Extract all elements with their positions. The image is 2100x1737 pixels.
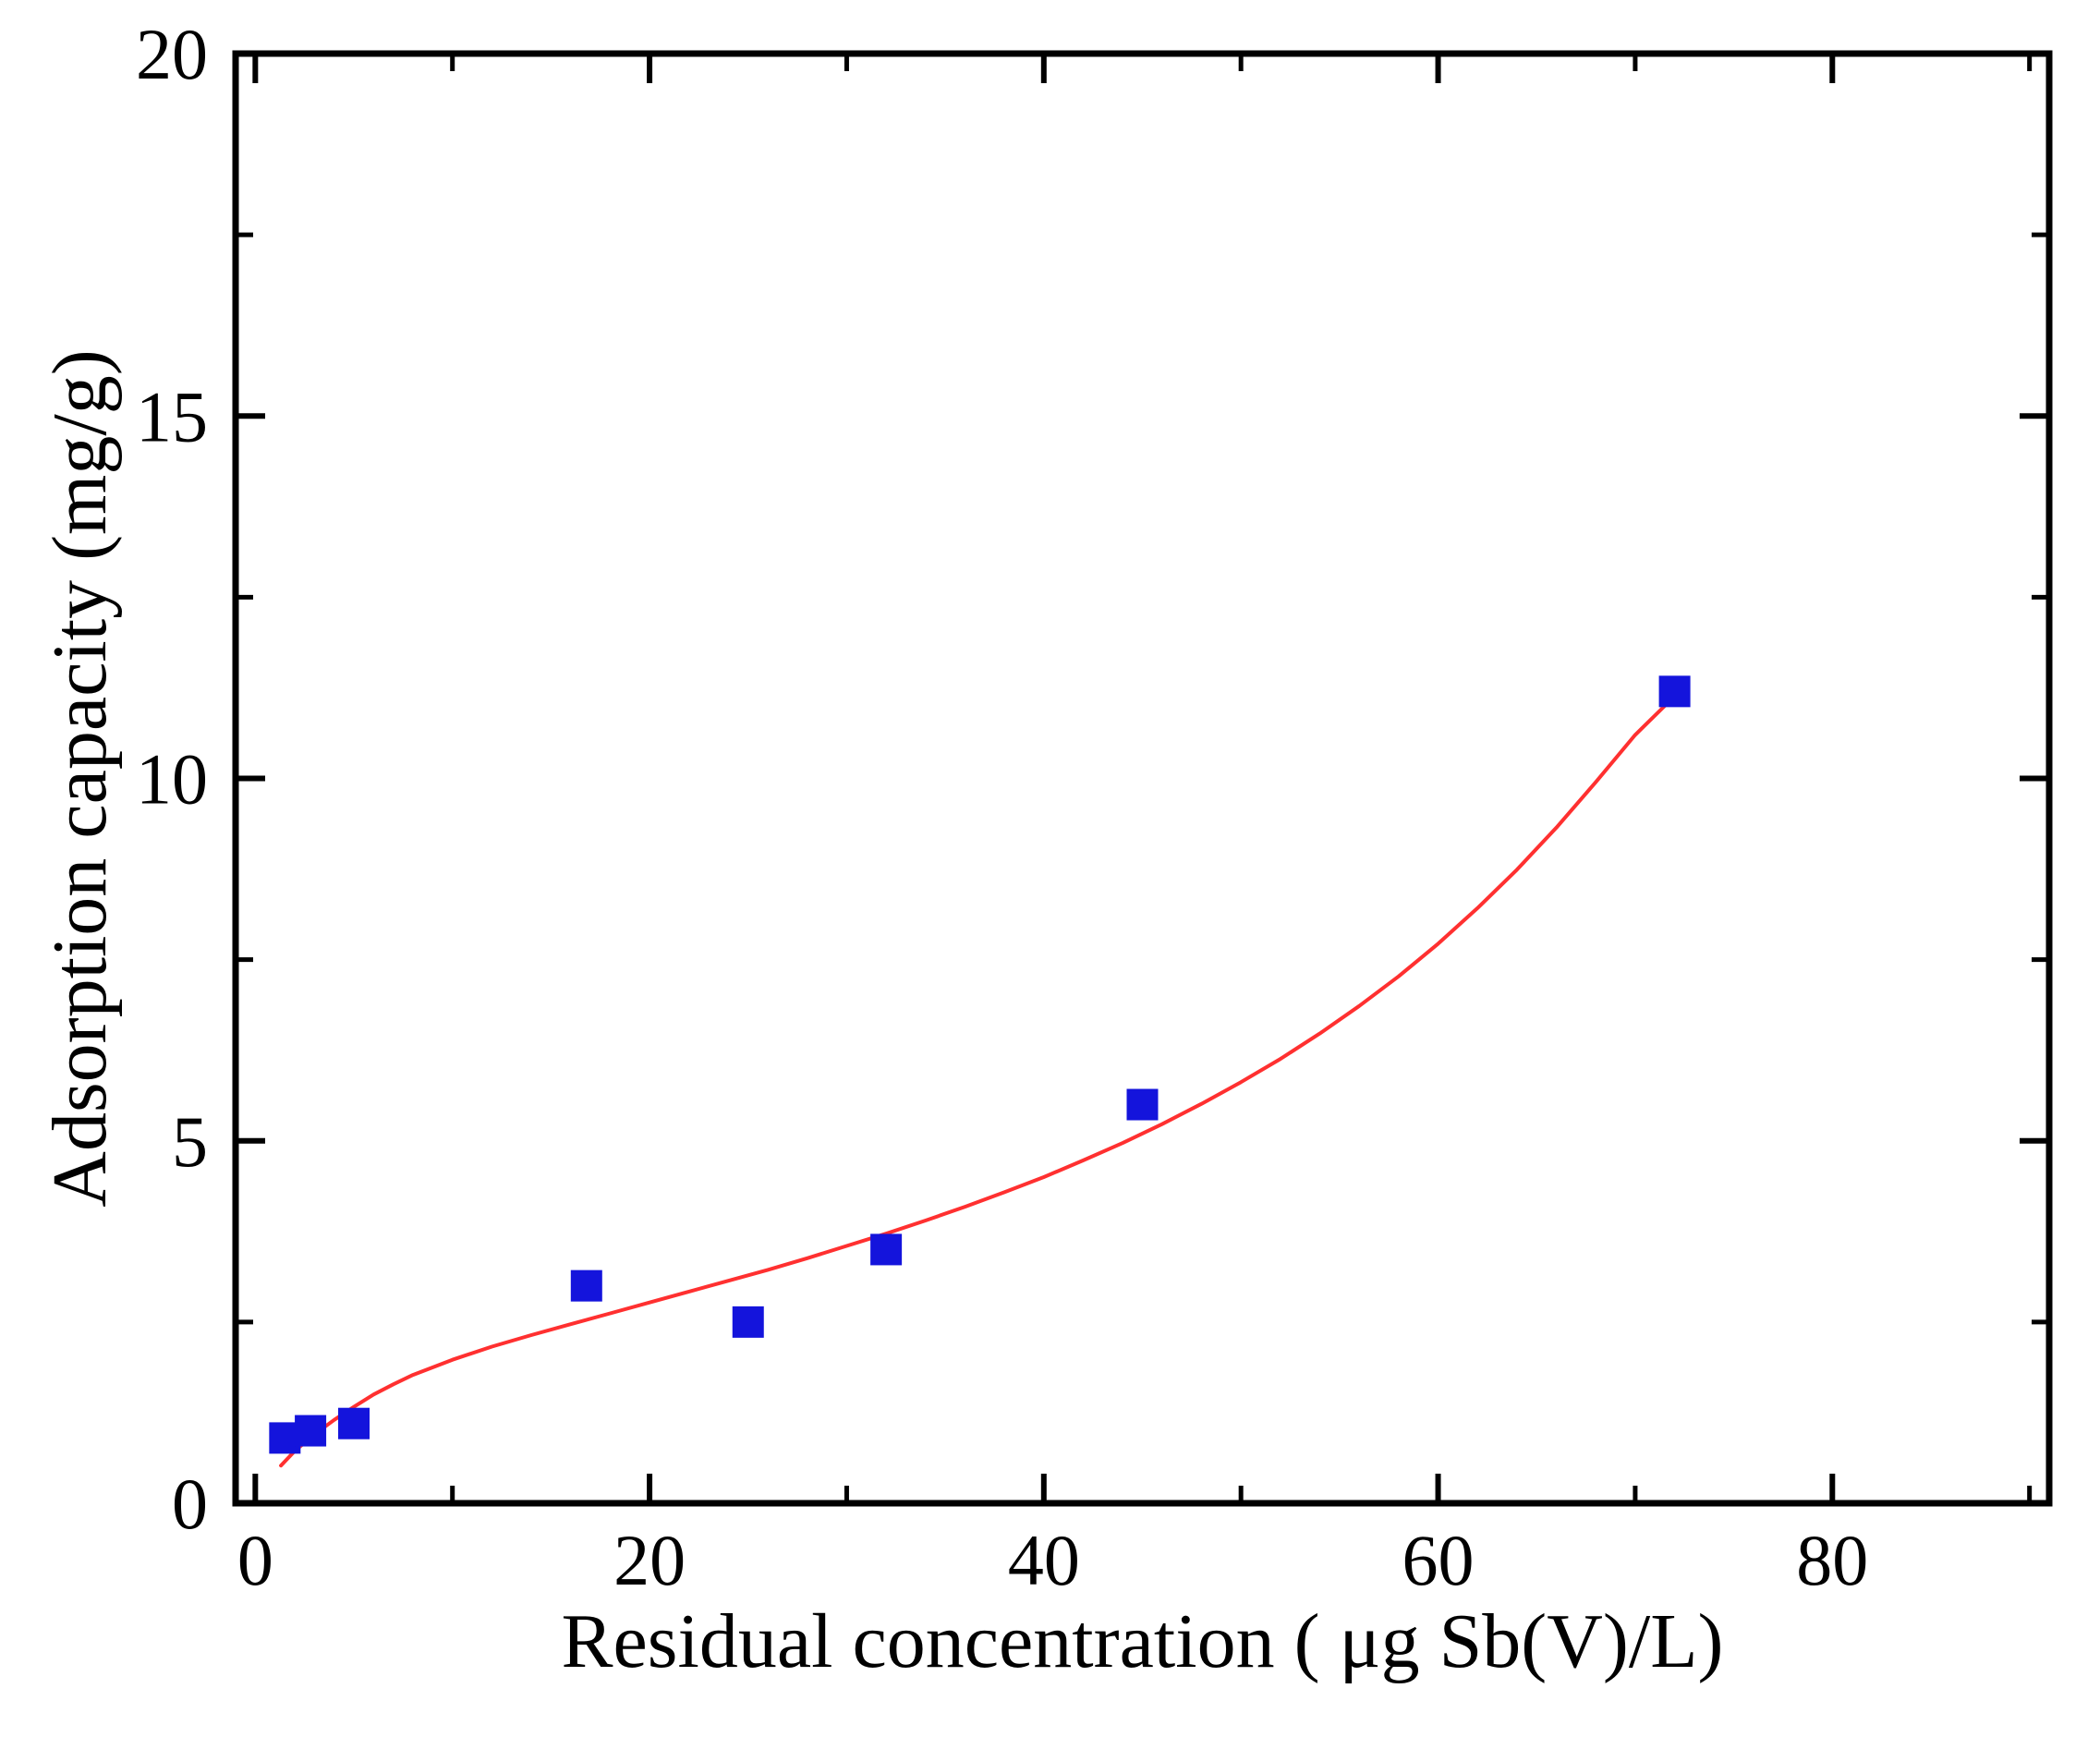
data-point-marker [295,1415,327,1447]
y-tick-label: 20 [136,14,208,94]
data-point-marker [1658,675,1691,708]
x-tick-label: 80 [1796,1520,1868,1600]
x-tick-label: 0 [237,1520,273,1600]
y-tick-label: 10 [136,739,208,820]
plot-frame [232,50,2053,1507]
fit-curve [279,693,1677,1468]
x-tick-label: 20 [613,1520,686,1600]
x-axis-title: Residual concentration ( μg Sb(V)/L) [561,1598,1724,1684]
y-tick-label: 0 [172,1464,208,1544]
y-tick-label: 15 [136,376,208,456]
data-point-marker [1126,1088,1159,1121]
data-point-marker [732,1306,764,1338]
data-point-marker [338,1407,370,1439]
y-axis-title: Adsorption capacity (mg/g) [37,349,123,1208]
x-tick-label: 60 [1402,1520,1475,1600]
y-tick-label: 5 [172,1101,208,1182]
x-tick-label: 40 [1008,1520,1080,1600]
data-point-marker [570,1269,602,1302]
data-point-marker [870,1233,903,1266]
